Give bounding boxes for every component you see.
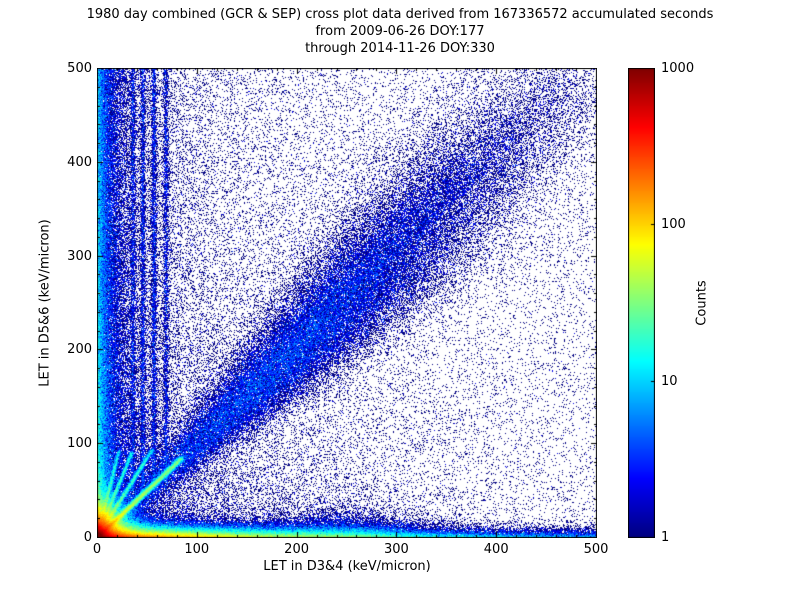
y-tick-label: 400 <box>67 154 92 170</box>
chart-subtitle-through: through 2014-11-26 DOY:330 <box>305 41 495 56</box>
y-axis-label: LET in D5&6 (keV/micron) <box>37 219 53 387</box>
y-tick-label: 300 <box>67 248 92 264</box>
colorbar-label: Counts <box>694 280 710 326</box>
colorbar-tick-label: 10 <box>661 373 678 389</box>
x-tick-label: 100 <box>184 542 210 557</box>
y-tick-label: 500 <box>67 61 92 76</box>
heatmap-canvas <box>97 68 597 538</box>
y-tick-label: 200 <box>67 342 92 358</box>
colorbar-tick-label: 1000 <box>661 61 695 76</box>
colorbar-tick-label: 100 <box>661 217 686 233</box>
y-tick-label: 0 <box>83 530 92 545</box>
title-block: 1980 day combined (GCR & SEP) cross plot… <box>0 6 800 57</box>
x-tick-label: 400 <box>483 542 509 557</box>
x-tick-label: 500 <box>583 542 609 557</box>
x-tick-label: 300 <box>383 542 409 557</box>
chart-title: 1980 day combined (GCR & SEP) cross plot… <box>86 7 714 22</box>
colorbar-gradient <box>628 68 655 538</box>
x-tick-label: 0 <box>92 542 102 557</box>
chart-subtitle-from: from 2009-06-26 DOY:177 <box>315 24 485 39</box>
x-axis-label: LET in D3&4 (keV/micron) <box>263 559 431 574</box>
x-tick-label: 200 <box>284 542 310 557</box>
colorbar-tick-label: 1 <box>661 530 670 545</box>
y-tick-label: 100 <box>67 436 92 452</box>
